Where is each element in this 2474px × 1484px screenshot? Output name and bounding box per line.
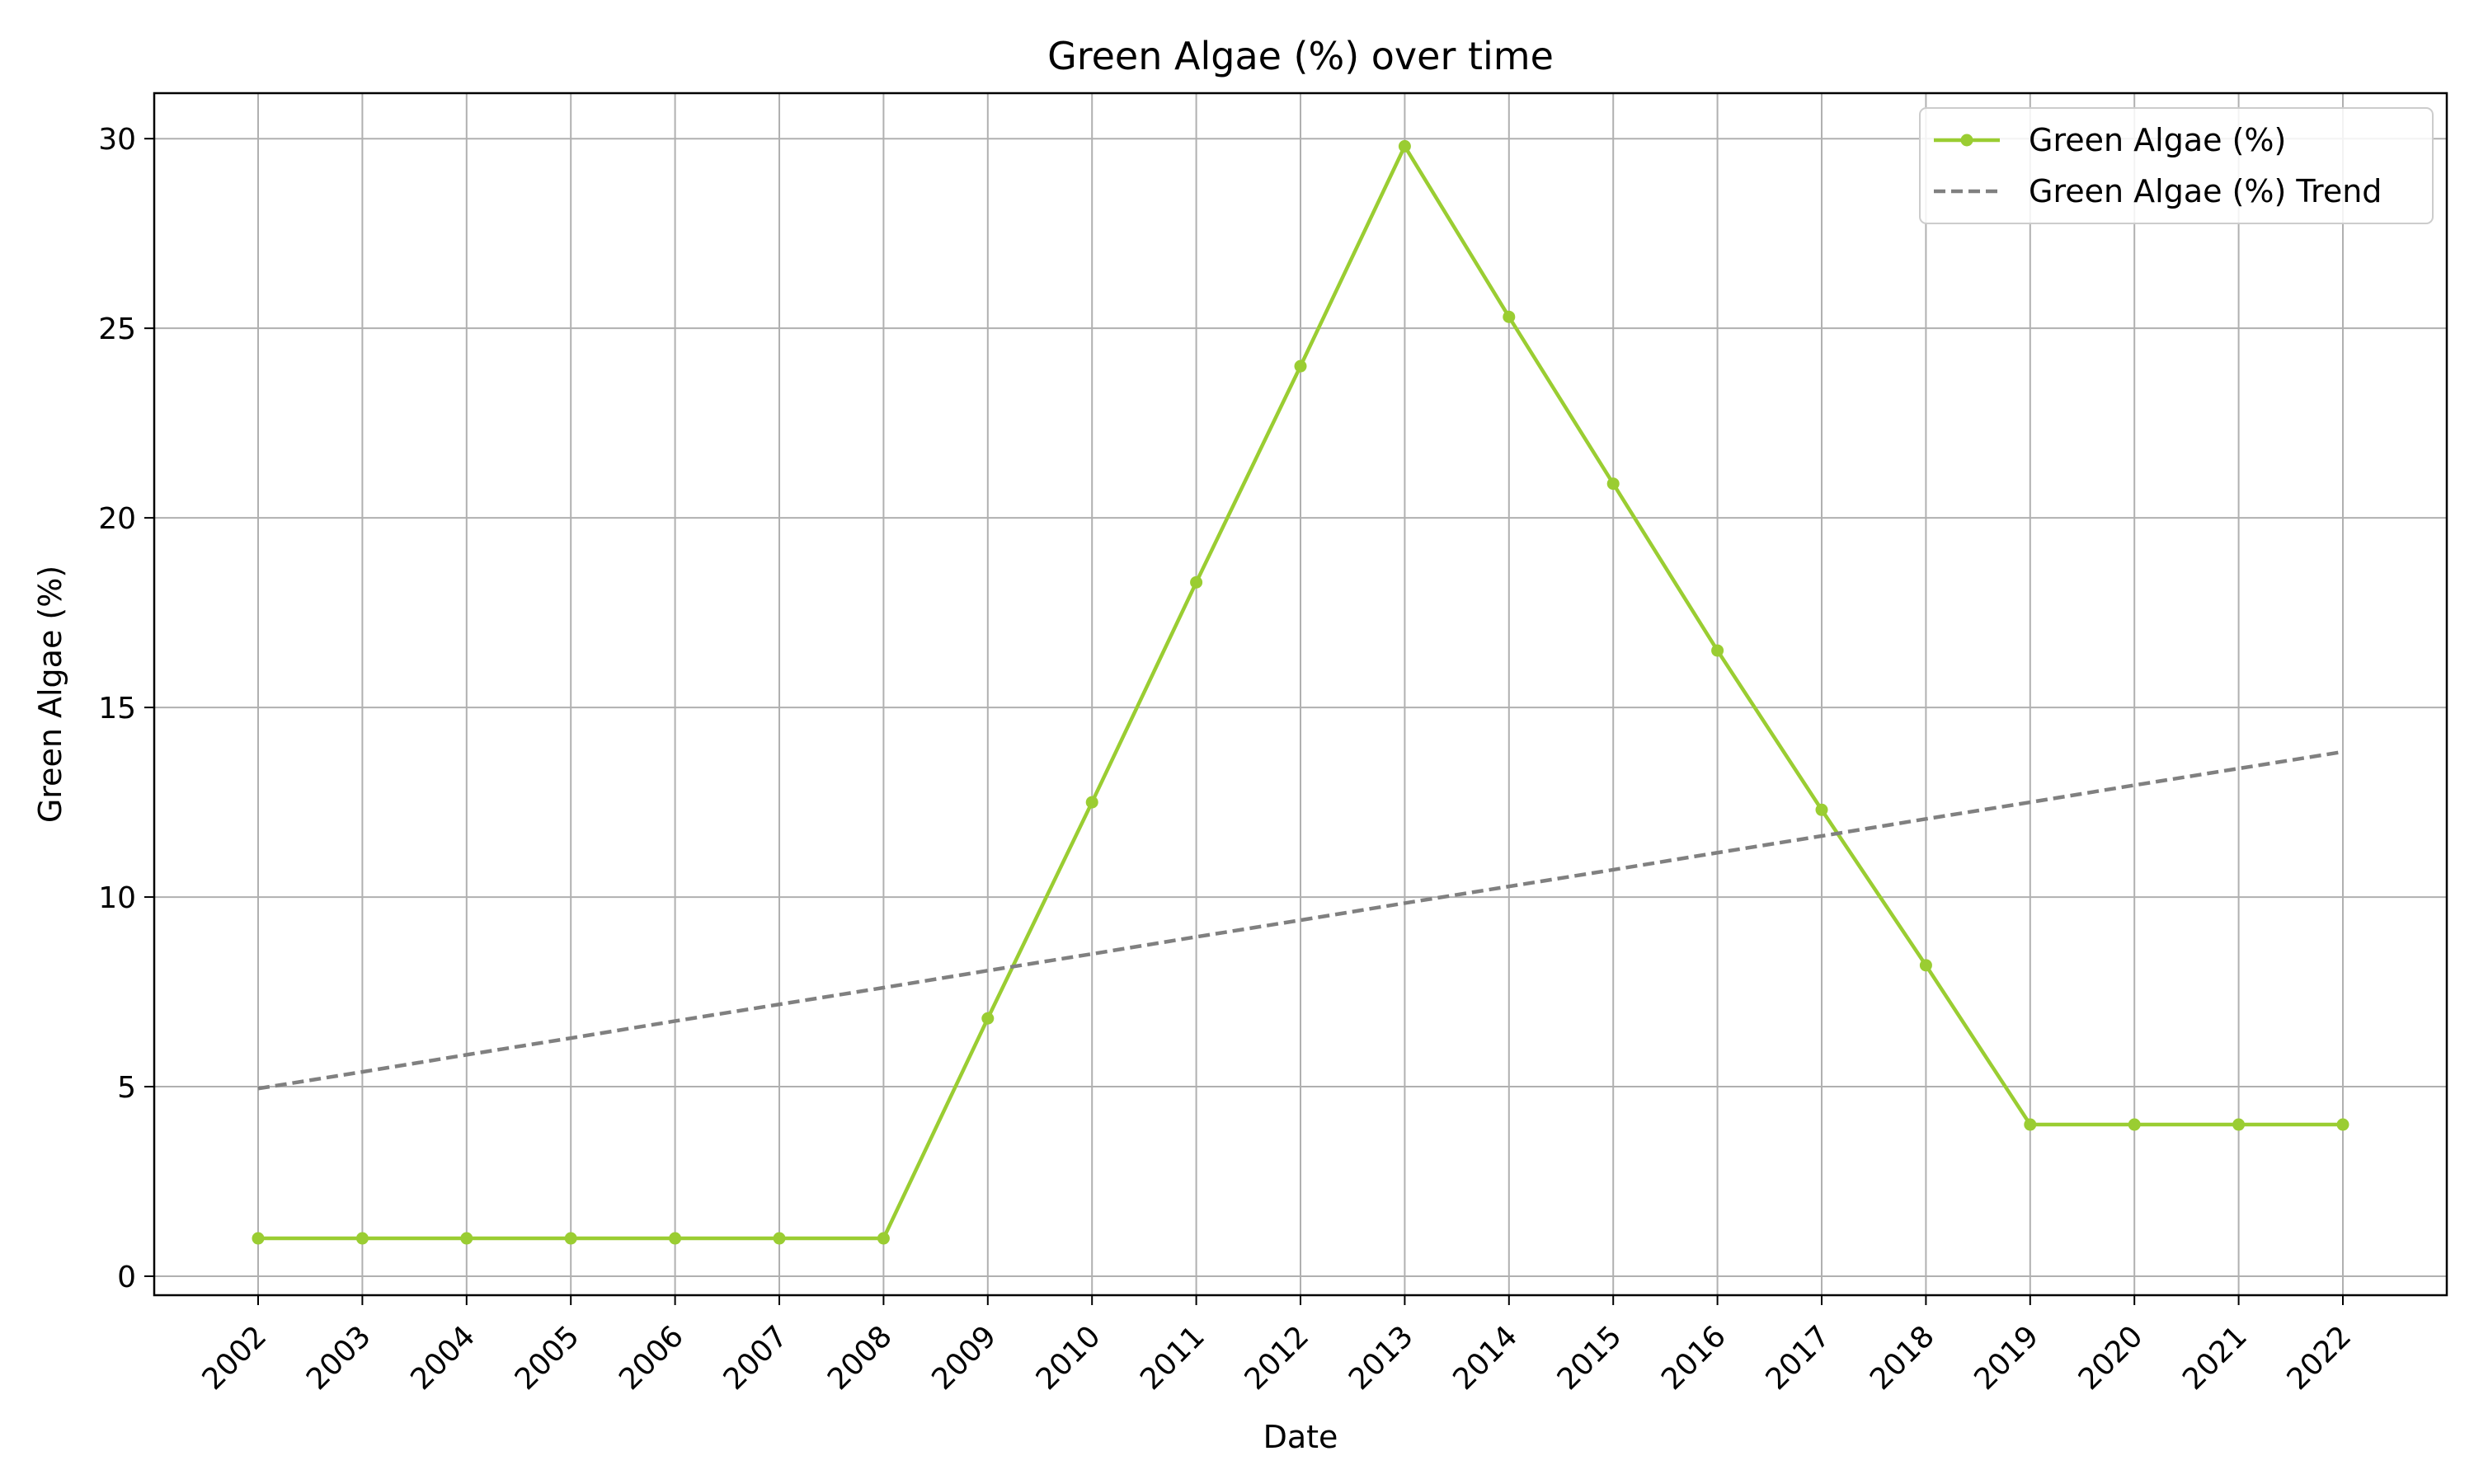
y-tick-label: 30 [98, 123, 136, 157]
data-point [1606, 477, 1620, 491]
x-tick-label: 2013 [1343, 1319, 1420, 1397]
data-point [1398, 139, 1411, 153]
data-point [1711, 644, 1724, 657]
x-axis-title: Date [1263, 1419, 1338, 1455]
x-tick-label: 2002 [196, 1319, 274, 1397]
y-tick-label: 20 [98, 502, 136, 536]
data-point [1919, 959, 1932, 972]
y-tick-label: 5 [117, 1071, 136, 1105]
data-point [669, 1232, 682, 1245]
y-tick-label: 25 [98, 312, 136, 346]
chart-title: Green Algae (%) over time [1047, 34, 1554, 78]
data-point [1815, 803, 1828, 816]
legend: Green Algae (%) Green Algae (%) Trend [1919, 107, 2434, 224]
x-tick-label: 2018 [1864, 1319, 1941, 1397]
data-point [2336, 1118, 2349, 1131]
x-tick-label: 2003 [300, 1319, 378, 1397]
x-tick-label: 2008 [821, 1319, 899, 1397]
x-axis-ticks: 2002 2003 2004 2005 2006 2007 2008 2009 2010 2011… [196, 1295, 2359, 1397]
series-line-trend [257, 749, 2344, 1091]
data-point [2232, 1118, 2246, 1131]
y-tick-label: 15 [98, 692, 136, 726]
x-tick-label: 2021 [2176, 1319, 2254, 1397]
x-tick-label: 2022 [2281, 1319, 2359, 1397]
x-tick-label: 2017 [1760, 1319, 1837, 1397]
grid [154, 93, 2447, 1295]
x-tick-label: 2006 [613, 1319, 690, 1397]
data-point [2024, 1118, 2037, 1131]
data-point [564, 1232, 577, 1245]
data-point [355, 1232, 369, 1245]
data-point [773, 1232, 786, 1245]
y-axis-ticks: 0 5 10 15 20 25 30 [98, 123, 154, 1294]
data-point [1190, 575, 1203, 589]
legend-box [1919, 107, 2434, 224]
x-tick-label: 2004 [404, 1319, 482, 1397]
x-tick-label: 2010 [1030, 1319, 1108, 1397]
legend-label-main: Green Algae (%) [2029, 122, 2286, 158]
y-tick-label: 10 [98, 881, 136, 915]
data-point [1294, 359, 1307, 373]
legend-marker-main [1960, 134, 1973, 147]
x-tick-label: 2011 [1134, 1319, 1211, 1397]
data-point [1503, 310, 1516, 323]
data-point [1085, 796, 1098, 809]
x-tick-label: 2009 [925, 1319, 1003, 1397]
data-point [877, 1232, 890, 1245]
x-tick-label: 2007 [717, 1319, 795, 1397]
x-tick-label: 2020 [2072, 1319, 2150, 1397]
data-point [981, 1012, 995, 1025]
x-tick-label: 2019 [1968, 1319, 2045, 1397]
legend-label-trend: Green Algae (%) Trend [2029, 173, 2382, 209]
x-tick-label: 2005 [509, 1319, 586, 1397]
data-point [252, 1232, 265, 1245]
x-tick-label: 2012 [1239, 1319, 1316, 1397]
data-point [2128, 1118, 2141, 1131]
x-tick-label: 2014 [1446, 1319, 1524, 1397]
series-layer [252, 139, 2349, 1245]
y-axis-title: Green Algae (%) [32, 566, 68, 823]
x-tick-label: 2016 [1655, 1319, 1733, 1397]
y-tick-label: 0 [117, 1261, 136, 1294]
x-tick-label: 2015 [1551, 1319, 1629, 1397]
data-point [460, 1232, 473, 1245]
